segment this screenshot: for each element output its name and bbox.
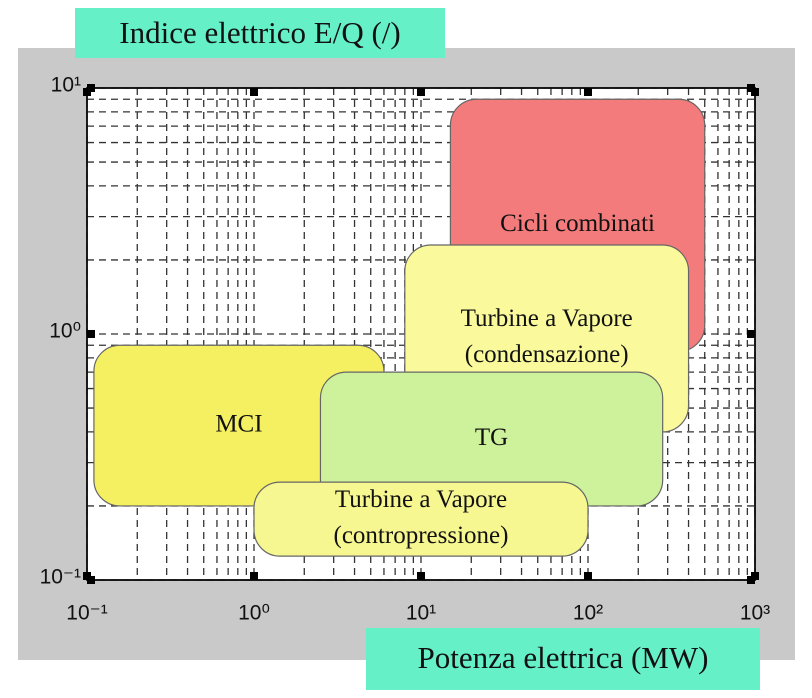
x-tick-label: 10¹ [406, 602, 436, 625]
x-tick-mark [417, 88, 425, 96]
y-tick-label: 10¹ [51, 74, 81, 97]
region-label: Cicli combinati [500, 210, 655, 237]
region [253, 481, 589, 557]
region-label: (condensazione) [465, 341, 629, 368]
region-label: TG [475, 424, 508, 451]
y-tick-mark [747, 84, 755, 92]
region-label: (contropressione) [334, 522, 509, 549]
region-label: Turbine a Vapore [335, 486, 507, 513]
region-label: MCI [215, 410, 262, 437]
y-tick-mark [87, 576, 95, 584]
regions: Cicli combinati Turbine a Vapore (condensa… [93, 98, 706, 557]
ticks [83, 84, 759, 584]
y-tick-mark [747, 330, 755, 338]
x-tick-mark [250, 88, 258, 96]
x-tick-label: 10³ [740, 602, 770, 625]
x-tick-mark [584, 88, 592, 96]
y-title-box [75, 8, 445, 58]
x-tick-label: 10⁰ [238, 602, 270, 625]
region-label: Turbine a Vapore [461, 305, 633, 332]
y-tick-mark [87, 330, 95, 338]
y-axis-title: Indice elettrico E/Q (/) [119, 15, 400, 50]
x-tick-mark [584, 572, 592, 580]
y-tick-label: 10⁻¹ [40, 566, 81, 589]
x-tick-mark [250, 572, 258, 580]
x-tick-label: 10⁻¹ [66, 602, 107, 625]
y-tick-label: 10⁰ [49, 320, 81, 343]
x-tick-mark [417, 572, 425, 580]
x-title-box [366, 628, 760, 690]
y-tick-mark [747, 576, 755, 584]
y-tick-mark [87, 84, 95, 92]
x-tick-label: 10² [573, 602, 603, 625]
x-axis-title: Potenza elettrica (MW) [418, 640, 709, 675]
